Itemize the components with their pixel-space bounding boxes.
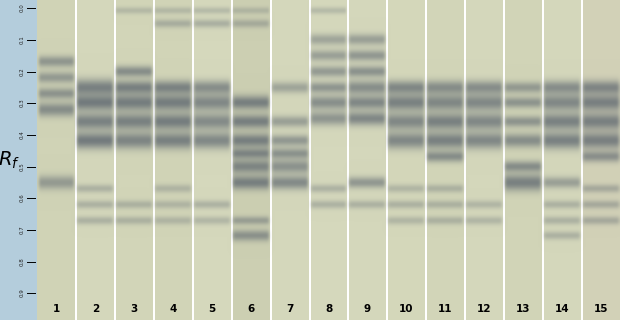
Text: 6: 6: [247, 304, 254, 314]
Text: 0.7: 0.7: [20, 226, 25, 234]
Text: 0.9: 0.9: [20, 289, 25, 297]
Text: 0.4: 0.4: [20, 131, 25, 140]
Text: 14: 14: [554, 304, 569, 314]
Text: $R_f$: $R_f$: [0, 149, 20, 171]
Text: 0.6: 0.6: [20, 194, 25, 202]
Text: 12: 12: [477, 304, 491, 314]
Text: 8: 8: [325, 304, 332, 314]
Text: 9: 9: [364, 304, 371, 314]
Text: 0.0: 0.0: [20, 4, 25, 12]
Text: 0.8: 0.8: [20, 258, 25, 266]
Text: 7: 7: [286, 304, 293, 314]
Text: 5: 5: [208, 304, 216, 314]
Text: 0.2: 0.2: [20, 68, 25, 76]
Text: 4: 4: [169, 304, 177, 314]
Text: 10: 10: [399, 304, 414, 314]
Text: 11: 11: [438, 304, 453, 314]
Text: 13: 13: [516, 304, 530, 314]
Text: 15: 15: [593, 304, 608, 314]
Text: 0.3: 0.3: [20, 99, 25, 108]
Text: 1: 1: [53, 304, 60, 314]
Text: 3: 3: [131, 304, 138, 314]
Text: 0.1: 0.1: [20, 36, 25, 44]
Text: 0.5: 0.5: [20, 163, 25, 172]
Text: 2: 2: [92, 304, 99, 314]
